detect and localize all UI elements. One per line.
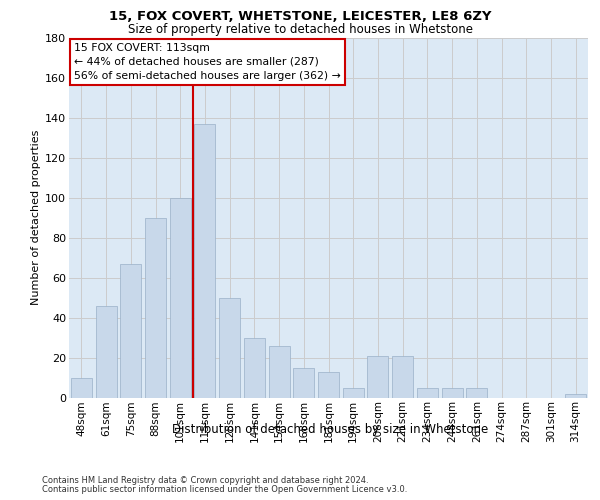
Bar	[392, 356, 413, 398]
Text: Size of property relative to detached houses in Whetstone: Size of property relative to detached ho…	[128, 22, 473, 36]
Bar	[343, 388, 364, 398]
Text: 15 FOX COVERT: 113sqm
← 44% of detached houses are smaller (287)
56% of semi-det: 15 FOX COVERT: 113sqm ← 44% of detached …	[74, 43, 341, 81]
Bar	[442, 388, 463, 398]
Bar	[194, 124, 215, 398]
Bar	[367, 356, 388, 398]
Text: Contains HM Land Registry data © Crown copyright and database right 2024.: Contains HM Land Registry data © Crown c…	[42, 476, 368, 485]
Bar	[71, 378, 92, 398]
Bar	[170, 198, 191, 398]
Bar	[318, 372, 339, 398]
Bar	[120, 264, 141, 398]
Bar	[293, 368, 314, 398]
Bar	[466, 388, 487, 398]
Bar	[269, 346, 290, 398]
Text: Contains public sector information licensed under the Open Government Licence v3: Contains public sector information licen…	[42, 485, 407, 494]
Bar	[244, 338, 265, 398]
Text: Distribution of detached houses by size in Whetstone: Distribution of detached houses by size …	[172, 422, 488, 436]
Bar	[95, 306, 116, 398]
Bar	[145, 218, 166, 398]
Text: 15, FOX COVERT, WHETSTONE, LEICESTER, LE8 6ZY: 15, FOX COVERT, WHETSTONE, LEICESTER, LE…	[109, 10, 491, 23]
Bar	[219, 298, 240, 398]
Bar	[417, 388, 438, 398]
Bar	[565, 394, 586, 398]
Y-axis label: Number of detached properties: Number of detached properties	[31, 130, 41, 305]
